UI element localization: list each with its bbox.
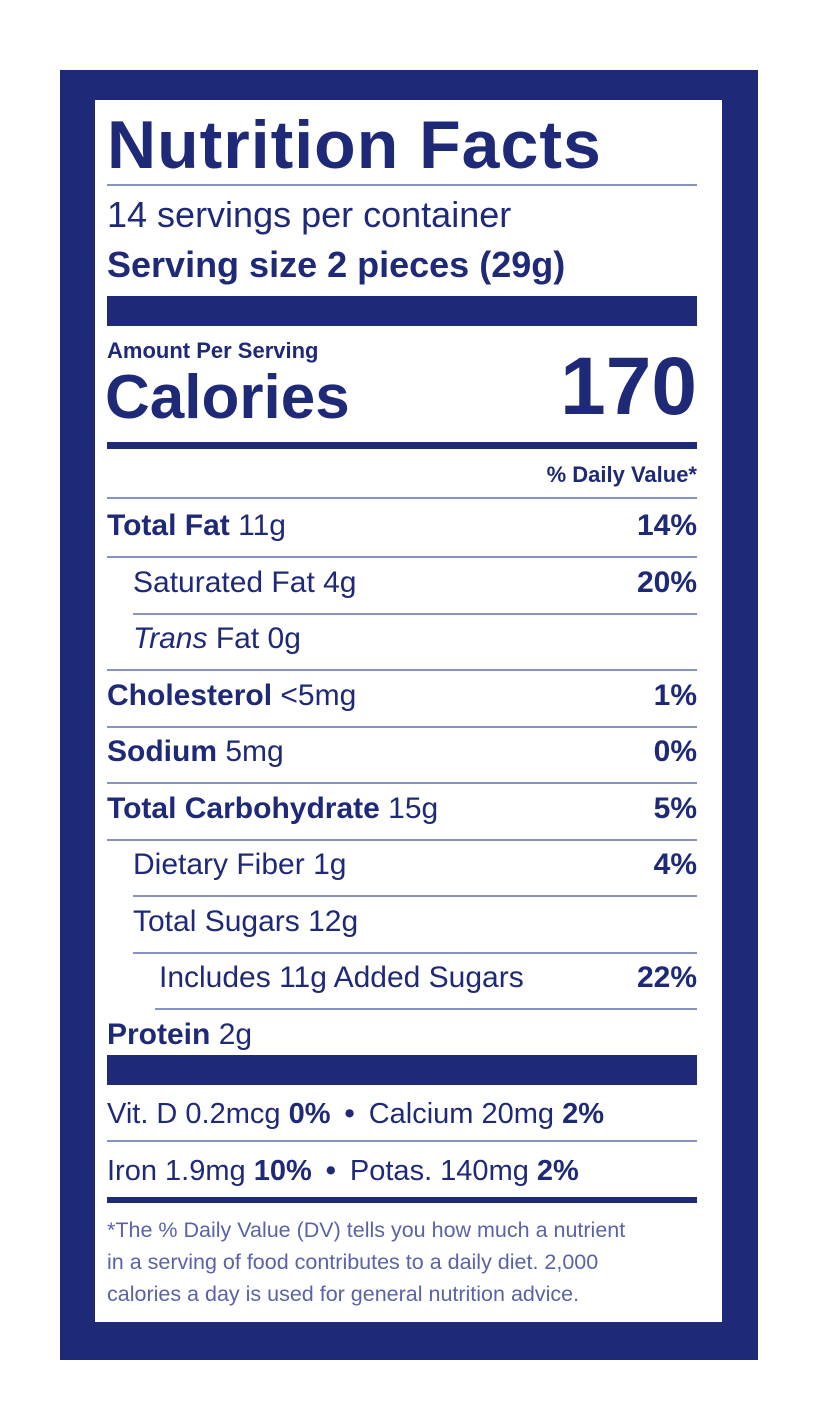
daily-value: 22% xyxy=(636,961,697,994)
divider xyxy=(133,951,697,954)
nutrient-name: Total Fat xyxy=(107,509,230,542)
nutrient-name: Protein xyxy=(107,1017,211,1051)
bullet: • xyxy=(325,1155,336,1187)
divider xyxy=(133,895,697,897)
calories-value: 170 xyxy=(560,341,697,432)
footnote-line: *The % Daily Value (DV) tells you how mu… xyxy=(107,1218,626,1242)
bullet: • xyxy=(344,1098,355,1130)
nutrient-row: Saturated Fat 4g 20% xyxy=(133,563,697,603)
label-panel: Nutrition Facts 14 servings per containe… xyxy=(95,100,722,1322)
divider xyxy=(107,1140,697,1142)
nutrient-name: Total Carbohydrate xyxy=(107,791,380,825)
title: Nutrition Facts xyxy=(107,107,602,183)
nutrient-row: Dietary Fiber 1g 4% xyxy=(133,845,697,885)
nutrient-amount: 5mg xyxy=(225,735,284,768)
nutrient-amount: 12g xyxy=(308,904,359,938)
nutrient-amount: 11g xyxy=(238,509,286,542)
nutrient-row: Total Carbohydrate 15g 5% xyxy=(107,789,697,829)
footnote-line: calories a day is used for general nutri… xyxy=(107,1282,580,1306)
nutrient-amount: 4g xyxy=(323,565,357,599)
nutrient-amount: 0g xyxy=(267,622,301,655)
divider xyxy=(107,184,697,186)
divider xyxy=(155,1008,697,1010)
nutrient-row: Sodium 5mg 0% xyxy=(107,732,697,772)
thick-line xyxy=(107,1197,697,1203)
nutrient-amount: 15g xyxy=(388,791,439,825)
thick-line xyxy=(107,442,697,449)
divider xyxy=(107,556,697,558)
daily-value: 1% xyxy=(653,678,697,712)
vitamin-row: Iron 1.9mg 10% • Potas. 140mg 2% xyxy=(107,1151,697,1191)
nutrient-name-italic: Trans xyxy=(133,622,208,655)
dv-header: % Daily Value* xyxy=(546,462,697,487)
nutrient-name: Cholesterol xyxy=(107,678,273,712)
vitamin-name: Potas. 140mg xyxy=(349,1155,529,1187)
divider xyxy=(107,725,697,728)
divider xyxy=(107,782,697,784)
nutrient-row: Total Fat 11g 14% xyxy=(107,506,697,546)
nutrient-row: Protein 2g xyxy=(107,1015,697,1055)
nutrient-row: Total Sugars 12g xyxy=(133,902,697,942)
vitamin-dv: 2% xyxy=(536,1155,579,1187)
thick-bar xyxy=(107,296,697,326)
nutrient-name: Saturated Fat xyxy=(133,565,315,599)
divider xyxy=(107,838,697,841)
daily-value: 0% xyxy=(653,735,697,768)
vitamin-dv: 0% xyxy=(288,1098,331,1130)
divider xyxy=(133,612,697,615)
nutrient-row: Cholesterol <5mg 1% xyxy=(107,676,697,716)
vitamin-name: Calcium 20mg xyxy=(368,1098,555,1130)
serving-size: Serving size 2 pieces (29g) xyxy=(107,244,566,285)
vitamin-dv: 10% xyxy=(253,1155,312,1187)
divider xyxy=(107,669,697,671)
vitamin-name: Iron 1.9mg xyxy=(107,1155,246,1187)
thick-bar xyxy=(107,1055,697,1085)
nutrient-name: Includes 11g Added Sugars xyxy=(159,961,524,994)
nutrient-amount: 2g xyxy=(218,1017,253,1051)
nutrient-row: Includes 11g Added Sugars 22% xyxy=(159,958,697,998)
footnote-line: in a serving of food contributes to a da… xyxy=(107,1250,599,1274)
daily-value: 20% xyxy=(636,565,697,599)
calories-label: Calories xyxy=(105,363,350,432)
divider xyxy=(107,497,697,499)
daily-value: 4% xyxy=(653,848,697,881)
daily-value: 5% xyxy=(653,791,697,825)
servings: 14 servings per container xyxy=(107,194,512,235)
amount-per-serving: Amount Per Serving xyxy=(107,338,319,363)
vitamin-dv: 2% xyxy=(562,1098,605,1130)
nutrient-name: Total Sugars xyxy=(133,904,300,938)
nutrient-name: Fat xyxy=(215,622,260,655)
nutrient-row: Trans Fat 0g xyxy=(133,619,697,659)
vitamin-name: Vit. D 0.2mcg xyxy=(107,1098,281,1130)
nutrient-amount: <5mg xyxy=(280,678,357,712)
nutrient-name: Sodium xyxy=(107,735,217,768)
nutrient-amount: 1g xyxy=(313,848,347,881)
nutrient-name: Dietary Fiber xyxy=(133,848,305,881)
vitamin-row: Vit. D 0.2mcg 0% • Calcium 20mg 2% xyxy=(107,1094,697,1134)
daily-value: 14% xyxy=(636,509,697,542)
